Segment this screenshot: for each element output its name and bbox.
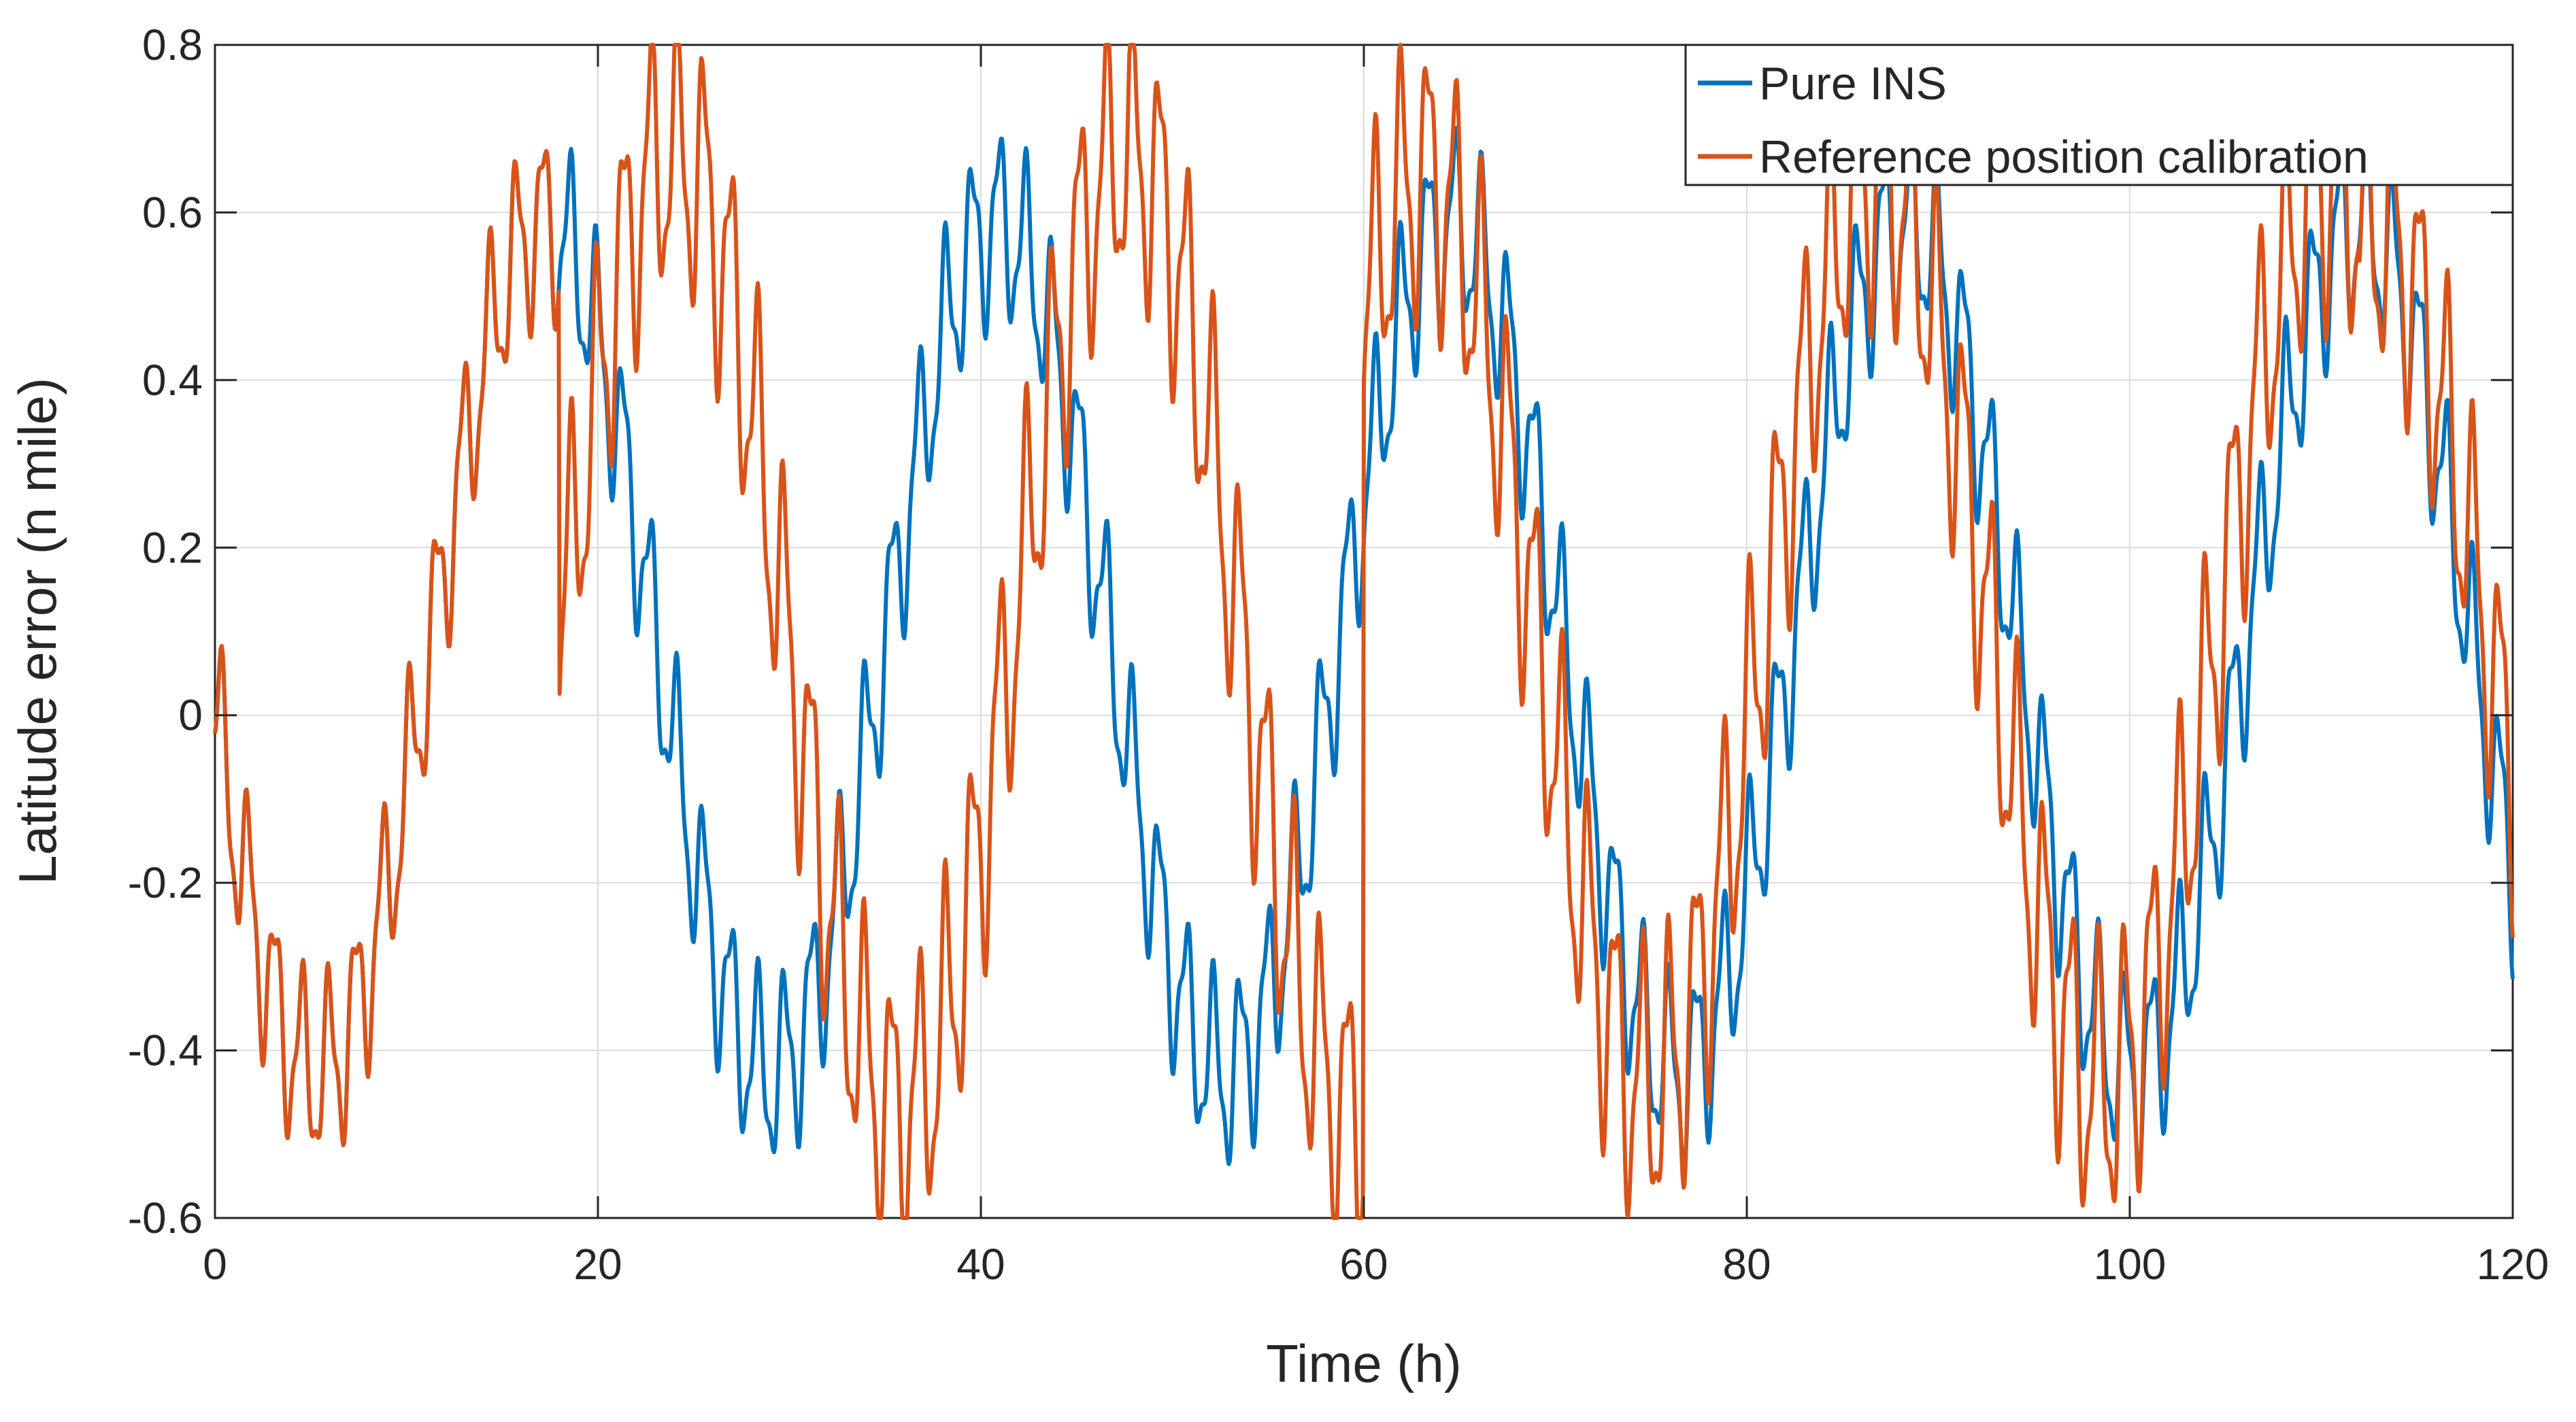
x-tick-label: 60 — [1339, 1240, 1388, 1289]
y-tick-label: 0 — [178, 691, 203, 740]
y-tick-label: 0.6 — [142, 188, 203, 237]
tick-layer: 0 20 40 60 80 100 120 -0.6 -0.4 -0.2 0 0.2 0.4 0.6 0.8 — [128, 20, 2549, 1289]
legend: Pure INS Reference position calibration — [1684, 44, 2514, 186]
y-axis-label: Latitude error (n mile) — [7, 377, 67, 885]
x-tick-label: 100 — [2094, 1240, 2167, 1289]
y-tick-label: -0.4 — [128, 1026, 203, 1075]
series-line-reference-position-calibration — [213, 43, 2515, 1220]
x-tick-label: 120 — [2477, 1240, 2549, 1289]
y-tick-label: 0.8 — [142, 20, 203, 69]
legend-label-pure-ins: Pure INS — [1759, 58, 1947, 109]
x-tick-label: 0 — [203, 1240, 227, 1289]
legend-box — [1684, 44, 2514, 186]
x-tick-label: 40 — [956, 1240, 1005, 1289]
x-tick-label: 80 — [1722, 1240, 1771, 1289]
x-tick-label: 20 — [573, 1240, 622, 1289]
y-tick-label: -0.2 — [128, 858, 203, 907]
y-tick-label: -0.6 — [128, 1194, 203, 1242]
series-layer — [213, 43, 2515, 1220]
y-tick-label: 0.2 — [142, 523, 203, 572]
x-axis-label: Time (h) — [1266, 1334, 1461, 1393]
y-tick-label: 0.4 — [142, 356, 203, 405]
legend-label-reference-position-calibration: Reference position calibration — [1759, 131, 2369, 183]
